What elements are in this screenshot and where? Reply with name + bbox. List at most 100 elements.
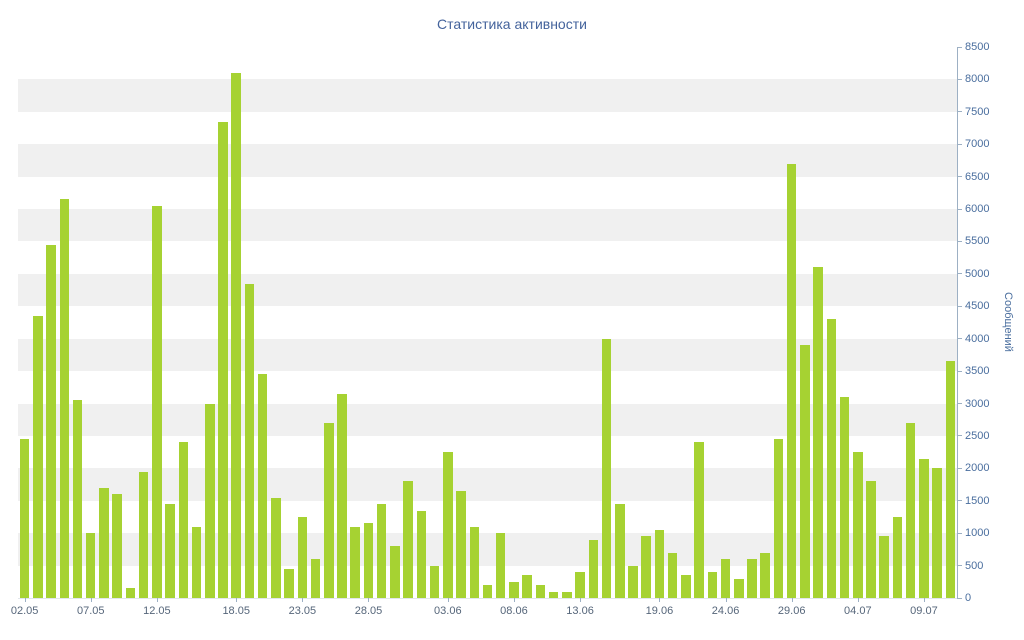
- y-axis-label: 2000: [965, 462, 990, 475]
- bar: [218, 121, 228, 598]
- x-axis-tick: [302, 598, 304, 602]
- bar: [363, 523, 374, 598]
- bar: [85, 533, 96, 598]
- bar: [575, 572, 585, 598]
- plot-area: [18, 47, 958, 599]
- x-axis-label: 07.05: [76, 605, 105, 617]
- bar: [720, 559, 731, 598]
- bar: [231, 72, 241, 598]
- chart-title: Статистика активности: [437, 16, 587, 32]
- bar: [112, 494, 122, 598]
- bar: [138, 471, 149, 598]
- x-axis-label: 28.05: [354, 605, 383, 617]
- bar: [601, 338, 612, 598]
- bar: [853, 452, 863, 598]
- bar: [59, 199, 70, 598]
- y-axis-tick: [957, 500, 962, 502]
- bar: [284, 568, 294, 598]
- bar: [826, 319, 837, 598]
- bar: [945, 361, 956, 598]
- grid-band: [18, 273, 957, 307]
- y-axis-label: 5000: [965, 267, 990, 280]
- y-axis-label: 7000: [965, 138, 990, 151]
- bar: [152, 205, 162, 598]
- bar: [707, 572, 718, 598]
- y-axis-label: 6000: [965, 203, 990, 216]
- bar: [919, 458, 929, 598]
- x-axis-label: 13.06: [566, 605, 594, 617]
- x-axis-tick: [156, 598, 158, 602]
- bar: [456, 491, 466, 598]
- x-axis-tick: [659, 598, 661, 602]
- y-axis-label: 1000: [965, 527, 990, 540]
- y-axis-label: 1500: [965, 494, 990, 507]
- bar: [482, 585, 493, 598]
- bar: [614, 504, 625, 598]
- bar: [760, 552, 770, 598]
- y-axis-label: 7500: [965, 105, 990, 118]
- y-axis-tick: [957, 435, 962, 437]
- bar: [495, 533, 506, 598]
- bar: [839, 397, 850, 598]
- x-axis-tick: [24, 598, 26, 602]
- y-axis-label: 3000: [965, 397, 990, 410]
- bar: [932, 468, 942, 598]
- y-axis-tick: [957, 176, 962, 178]
- bar: [390, 546, 400, 598]
- y-axis-tick: [957, 111, 962, 113]
- bar: [905, 422, 916, 598]
- bar: [416, 510, 427, 598]
- x-axis-label: 04.07: [844, 605, 872, 617]
- x-axis-label: 18.05: [222, 605, 250, 617]
- bar: [747, 559, 757, 598]
- y-axis-label: 500: [965, 559, 984, 572]
- bar: [892, 516, 903, 598]
- bar: [310, 559, 321, 598]
- y-axis-tick: [957, 467, 962, 469]
- x-axis-tick: [90, 598, 92, 602]
- bar: [548, 591, 559, 598]
- bar: [72, 400, 83, 598]
- y-axis-tick: [957, 208, 962, 210]
- grid-band: [18, 79, 957, 112]
- x-axis-tick: [791, 598, 793, 602]
- bar: [19, 439, 30, 598]
- grid-band: [18, 144, 957, 177]
- bar: [522, 575, 532, 598]
- x-axis-label: 19.06: [645, 605, 674, 617]
- y-axis-tick: [957, 273, 962, 275]
- y-axis-tick: [957, 532, 962, 534]
- x-axis-tick: [857, 598, 859, 602]
- y-axis-label: 0: [965, 592, 972, 604]
- y-axis-label: 4000: [965, 332, 990, 345]
- bar: [33, 316, 43, 598]
- y-axis-label: 8500: [965, 41, 990, 53]
- y-axis-label: 2500: [965, 429, 990, 442]
- y-axis-tick: [957, 46, 962, 48]
- y-axis-tick: [957, 305, 962, 307]
- bar: [879, 536, 889, 598]
- bar: [350, 526, 360, 598]
- x-axis-label: 24.06: [711, 605, 740, 617]
- bar: [376, 504, 387, 598]
- y-axis-label: 8000: [965, 73, 990, 86]
- bar: [800, 345, 810, 598]
- y-axis-tick: [957, 338, 962, 340]
- x-axis-tick: [923, 598, 925, 602]
- bar: [535, 585, 546, 598]
- y-axis-title: Сообщений: [1002, 292, 1014, 352]
- x-axis-label: 03.06: [434, 605, 462, 617]
- x-axis-label: 02.05: [10, 605, 39, 617]
- bar: [641, 536, 651, 598]
- bar: [786, 163, 797, 598]
- bar: [191, 526, 202, 598]
- bar: [667, 552, 678, 598]
- bar: [271, 497, 281, 598]
- bar: [46, 244, 56, 598]
- bar: [443, 452, 453, 598]
- bar: [99, 487, 109, 598]
- bar: [681, 575, 691, 598]
- bar: [205, 403, 215, 598]
- x-axis-tick: [725, 598, 727, 602]
